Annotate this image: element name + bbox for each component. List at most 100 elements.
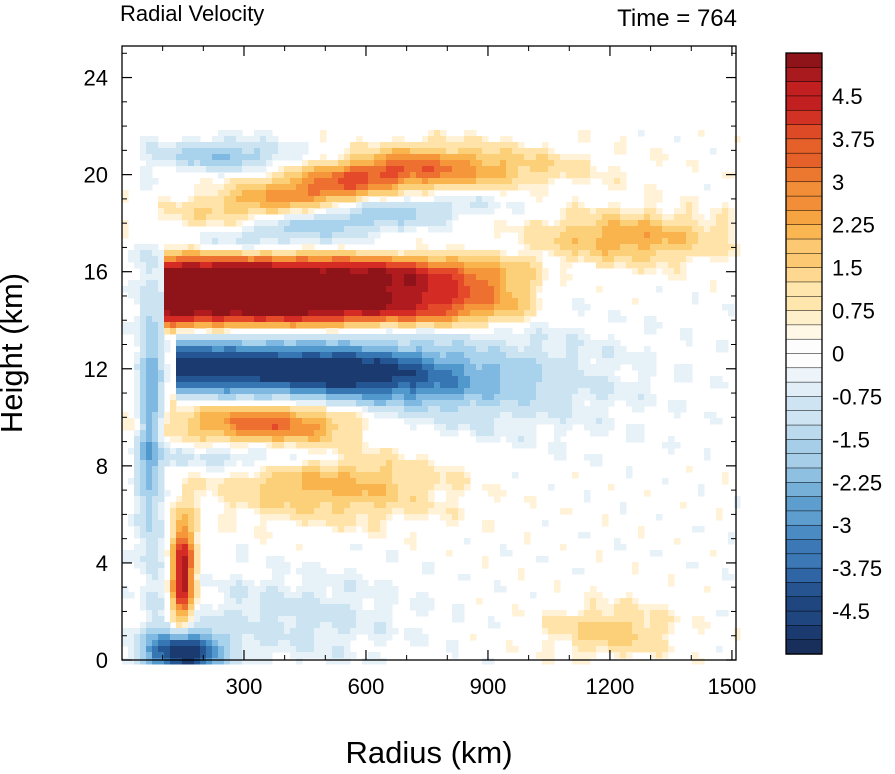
field-cell <box>440 262 447 269</box>
field-cell <box>368 532 375 539</box>
field-cell <box>158 526 165 533</box>
field-cell <box>176 328 183 335</box>
field-cell <box>182 364 189 371</box>
field-cell <box>242 406 249 413</box>
field-cell <box>356 298 363 305</box>
field-cell <box>254 346 261 353</box>
field-cell <box>242 376 249 383</box>
field-cell <box>554 610 561 617</box>
field-cell <box>566 376 573 383</box>
field-cell <box>146 148 153 155</box>
field-cell <box>446 490 453 497</box>
field-cell <box>440 430 447 437</box>
field-cell <box>488 370 495 377</box>
field-cell <box>344 490 351 497</box>
field-cell <box>566 328 573 335</box>
field-cell <box>290 412 297 419</box>
field-cell <box>260 580 267 587</box>
velocity-field <box>122 130 741 665</box>
field-cell <box>146 520 153 527</box>
field-cell <box>158 268 165 275</box>
field-cell <box>332 526 339 533</box>
field-cell <box>398 172 405 179</box>
field-cell <box>338 154 345 161</box>
field-cell <box>494 484 501 491</box>
field-cell <box>392 466 399 473</box>
field-cell <box>488 526 495 533</box>
field-cell <box>266 394 273 401</box>
field-cell <box>392 250 399 257</box>
field-cell <box>452 508 459 515</box>
field-cell <box>212 136 219 143</box>
field-cell <box>722 574 729 581</box>
field-cell <box>176 568 183 575</box>
field-cell <box>464 484 471 491</box>
field-cell <box>320 298 327 305</box>
field-cell <box>626 388 633 395</box>
field-cell <box>314 220 321 227</box>
field-cell <box>458 250 465 257</box>
field-cell <box>314 352 321 359</box>
field-cell <box>236 412 243 419</box>
field-cell <box>596 250 603 257</box>
field-cell <box>146 406 153 413</box>
field-cell <box>602 424 609 431</box>
field-cell <box>254 418 261 425</box>
field-cell <box>362 508 369 515</box>
field-cell <box>278 262 285 269</box>
field-cell <box>362 400 369 407</box>
field-cell <box>590 244 597 251</box>
field-cell <box>302 172 309 179</box>
field-cell <box>386 316 393 323</box>
field-cell <box>446 268 453 275</box>
field-cell <box>494 382 501 389</box>
field-cell <box>410 184 417 191</box>
field-cell <box>206 580 213 587</box>
field-cell <box>326 274 333 281</box>
field-cell <box>692 160 699 167</box>
field-cell <box>170 544 177 551</box>
field-cell <box>548 148 555 155</box>
field-cell <box>206 142 213 149</box>
field-cell <box>722 172 729 179</box>
field-cell <box>326 484 333 491</box>
field-cell <box>590 172 597 179</box>
field-cell <box>230 310 237 317</box>
field-cell <box>320 598 327 605</box>
field-cell <box>356 484 363 491</box>
field-cell <box>278 340 285 347</box>
field-cell <box>446 244 453 251</box>
field-cell <box>320 442 327 449</box>
field-cell <box>314 580 321 587</box>
field-cell <box>260 304 267 311</box>
field-cell <box>506 334 513 341</box>
field-cell <box>488 484 495 491</box>
field-cell <box>518 226 525 233</box>
field-cell <box>146 334 153 341</box>
field-cell <box>182 502 189 509</box>
field-cell <box>230 388 237 395</box>
field-cell <box>728 226 735 233</box>
field-cell <box>386 274 393 281</box>
field-cell <box>206 256 213 263</box>
field-cell <box>386 382 393 389</box>
field-cell <box>314 412 321 419</box>
field-cell <box>266 304 273 311</box>
field-cell <box>404 184 411 191</box>
field-cell <box>494 328 501 335</box>
field-cell <box>662 604 669 611</box>
field-cell <box>206 322 213 329</box>
field-cell <box>410 400 417 407</box>
field-cell <box>164 244 171 251</box>
field-cell <box>122 556 129 563</box>
field-cell <box>272 340 279 347</box>
field-cell <box>248 418 255 425</box>
field-cell <box>452 280 459 287</box>
field-cell <box>482 262 489 269</box>
field-cell <box>296 334 303 341</box>
field-cell <box>416 250 423 257</box>
field-cell <box>356 184 363 191</box>
field-cell <box>404 376 411 383</box>
field-cell <box>242 292 249 299</box>
field-cell <box>620 178 627 185</box>
